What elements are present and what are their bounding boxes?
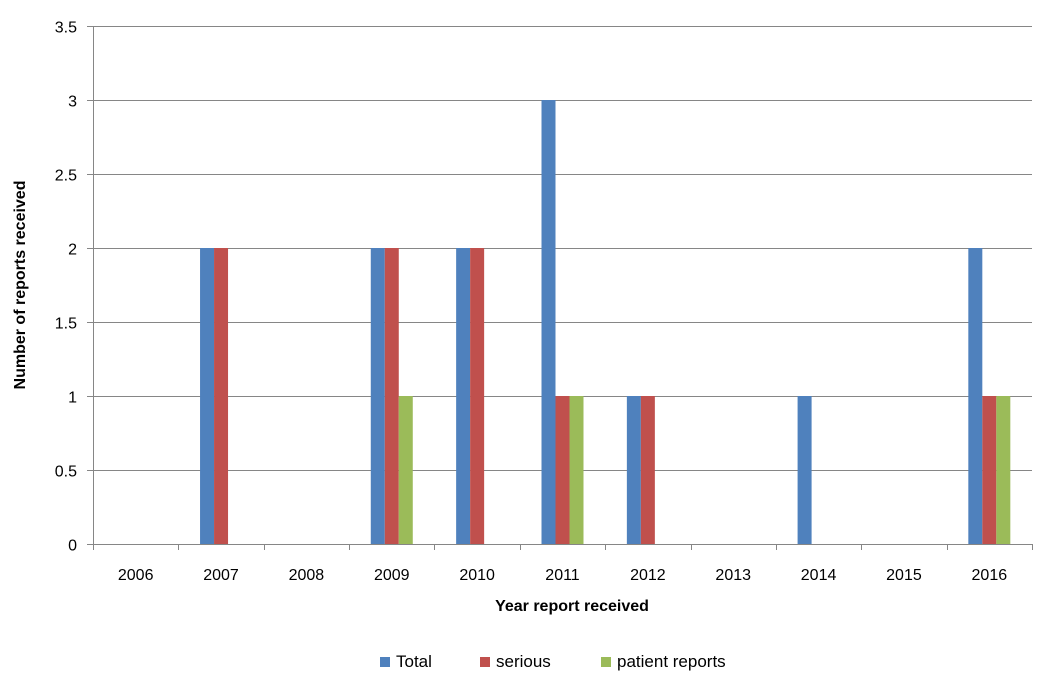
bar xyxy=(797,396,812,544)
y-tick-label: 3.5 xyxy=(55,20,77,37)
bar xyxy=(541,100,556,544)
legend-label: serious xyxy=(496,652,551,671)
gridlines xyxy=(93,26,1032,471)
legend: Total serious patient reports xyxy=(380,652,726,671)
legend-swatch xyxy=(601,657,611,667)
legend-label: patient reports xyxy=(617,652,726,671)
bar xyxy=(968,248,983,544)
x-tick-label: 2013 xyxy=(715,567,751,584)
x-tick-label: 2015 xyxy=(886,567,922,584)
y-tick-label: 1 xyxy=(68,390,77,407)
x-tick-label: 2010 xyxy=(459,567,495,584)
x-tick-label: 2014 xyxy=(801,567,837,584)
x-tick-label: 2011 xyxy=(545,567,580,584)
bar xyxy=(470,248,485,544)
x-tick-label: 2012 xyxy=(630,567,666,584)
y-tick-label: 0 xyxy=(68,538,77,555)
y-tick-label: 0.5 xyxy=(55,464,77,481)
y-tick-label: 2 xyxy=(68,242,77,259)
bar xyxy=(370,248,385,544)
bars xyxy=(200,100,1011,544)
bar xyxy=(982,396,997,544)
bar xyxy=(640,396,655,544)
x-tick-label: 2008 xyxy=(289,567,325,584)
bar xyxy=(200,248,215,544)
bar xyxy=(996,396,1011,544)
tick-labels: 0 0.5 1 1.5 2 2.5 3 3.5 2006 2007 2008 2009 2010 2011… xyxy=(55,20,1007,585)
x-axis-title: Year report received xyxy=(495,598,649,615)
legend-swatch xyxy=(480,657,490,667)
bar xyxy=(398,396,413,544)
bar xyxy=(626,396,641,544)
x-tick-label: 2009 xyxy=(374,567,410,584)
x-tick-label: 2016 xyxy=(972,567,1008,584)
bar xyxy=(555,396,570,544)
bar xyxy=(456,248,471,544)
axes xyxy=(93,26,1033,550)
legend-swatch xyxy=(380,657,390,667)
bar xyxy=(384,248,399,544)
y-tick-label: 1.5 xyxy=(55,316,77,333)
y-axis-title: Number of reports received xyxy=(12,181,29,390)
x-tick-label: 2007 xyxy=(203,567,239,584)
legend-label: Total xyxy=(396,652,432,671)
bar xyxy=(214,248,229,544)
bar xyxy=(569,396,584,544)
y-tick-label: 3 xyxy=(68,94,77,111)
x-tick-label: 2006 xyxy=(118,567,154,584)
y-tick-label: 2.5 xyxy=(55,168,77,185)
